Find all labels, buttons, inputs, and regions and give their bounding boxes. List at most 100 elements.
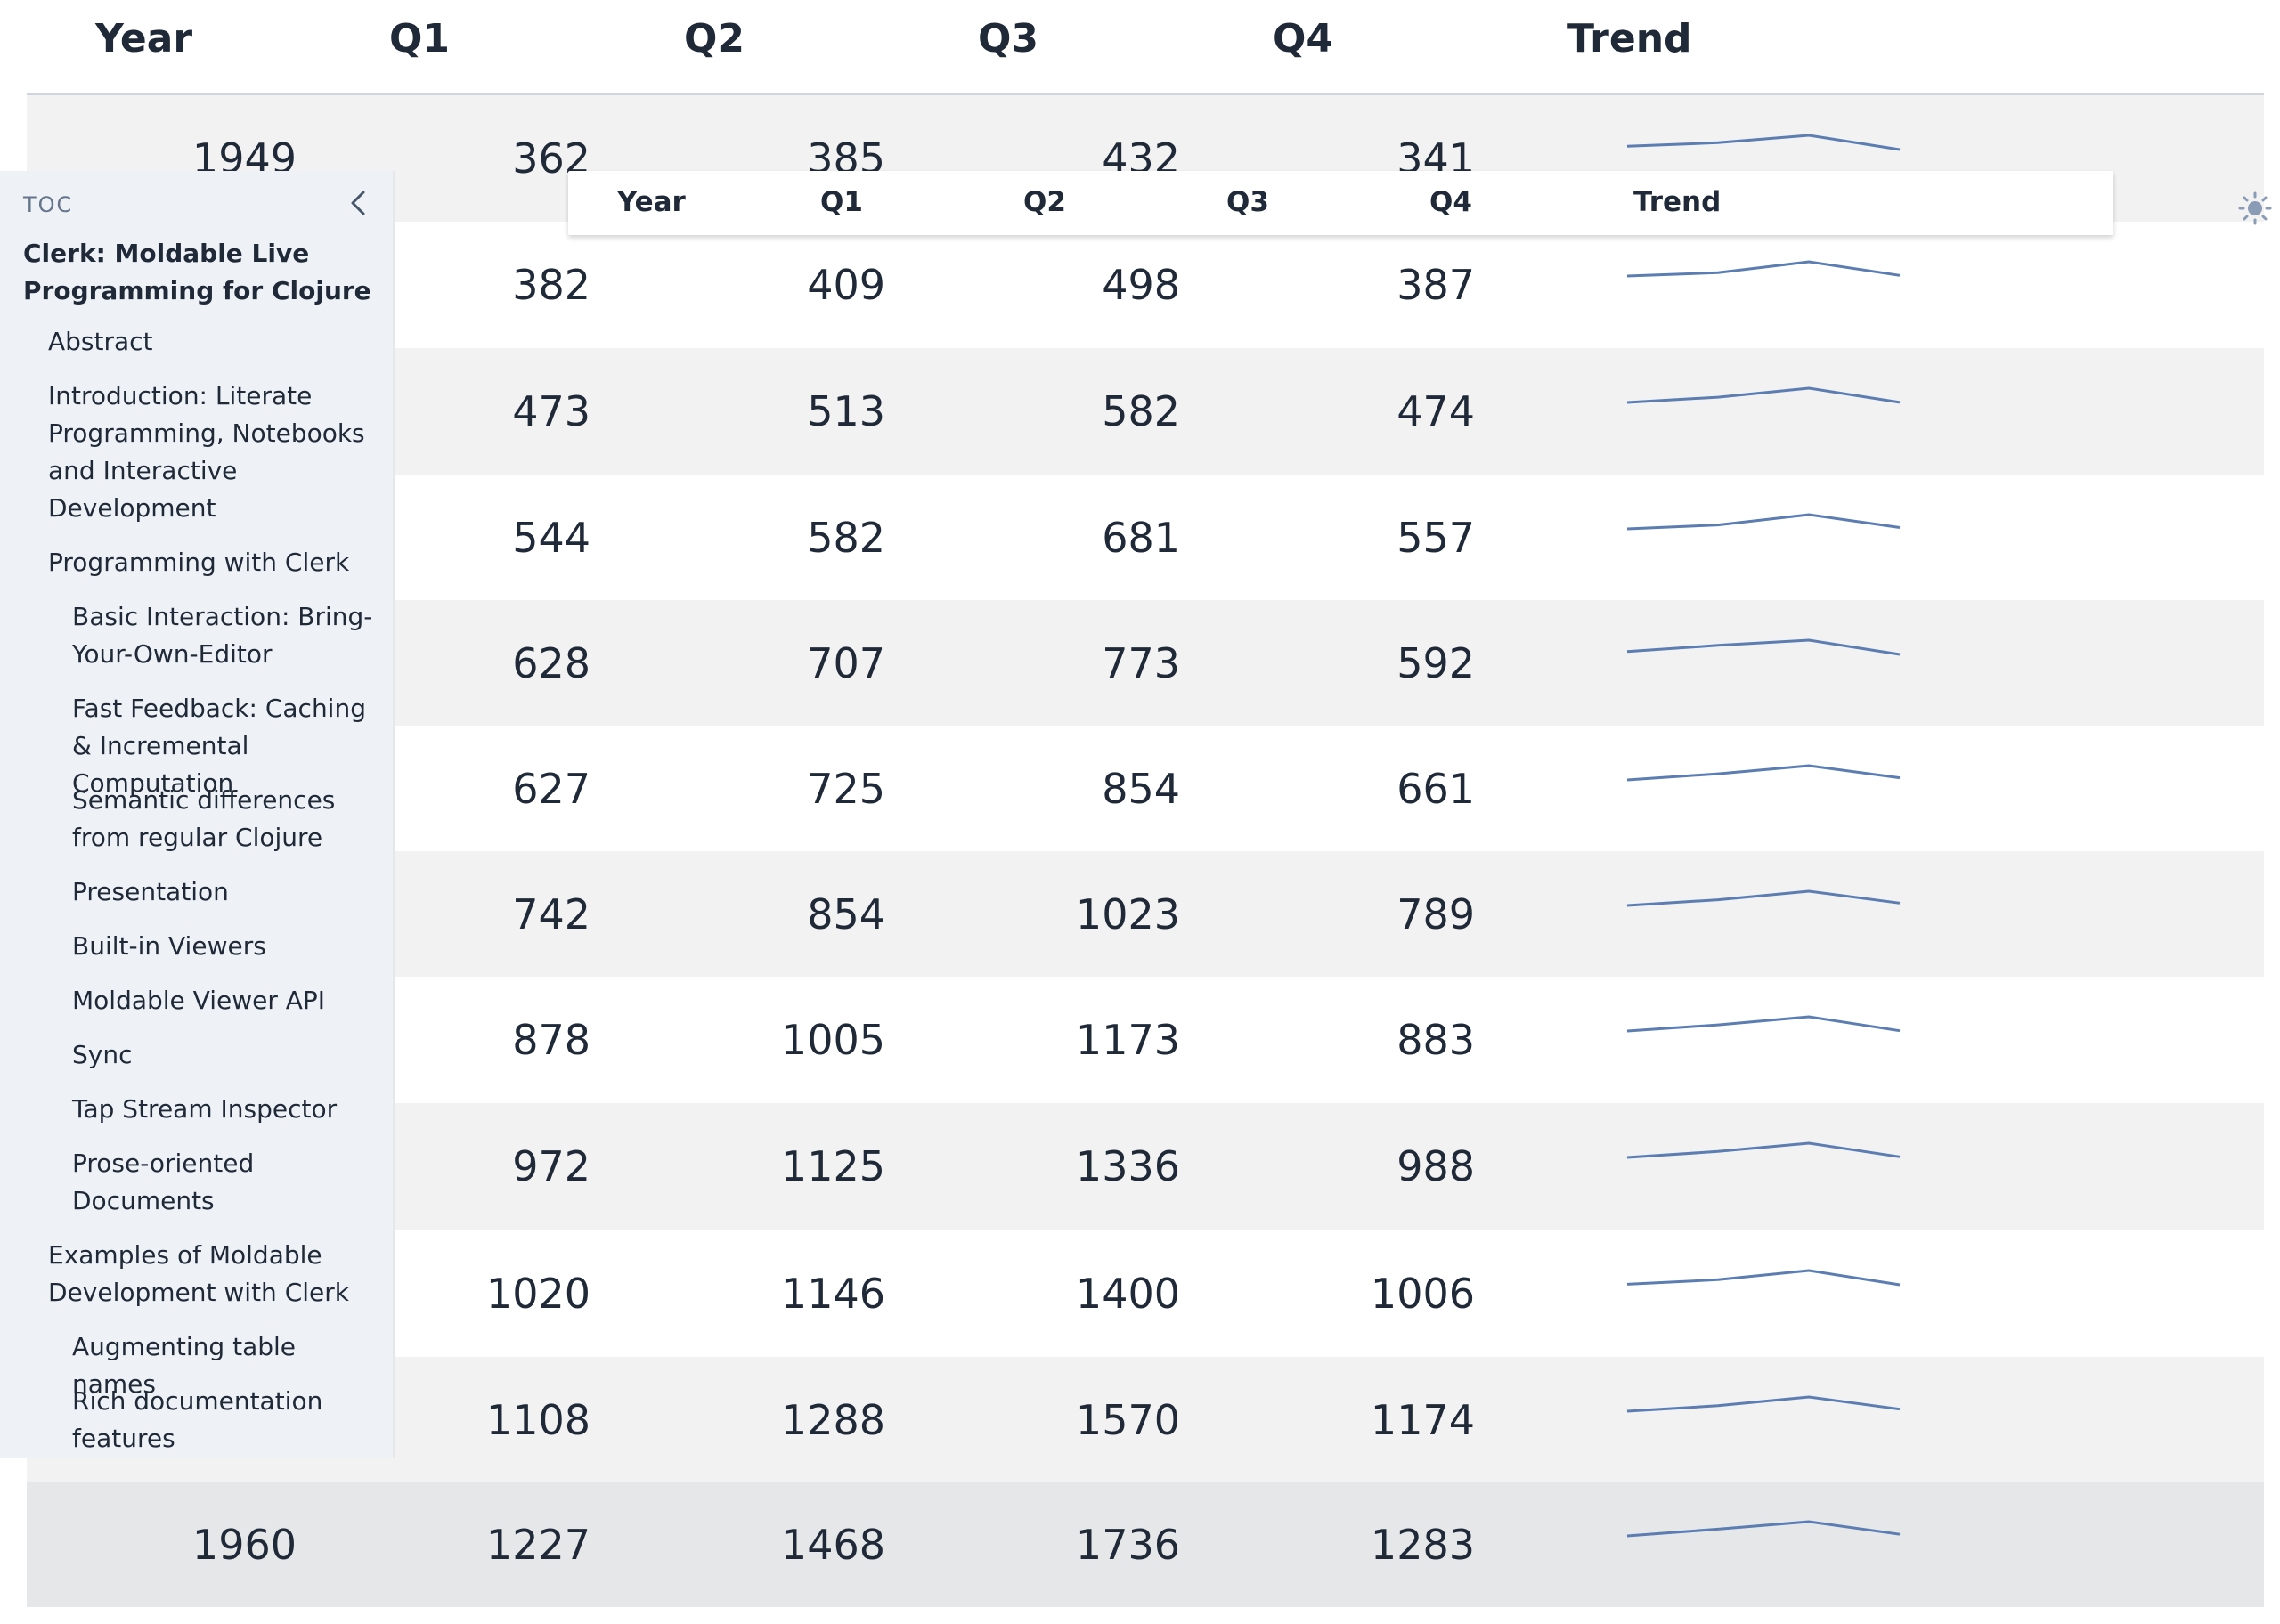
cell-q1: 544 bbox=[512, 513, 590, 562]
toc-label: TOC bbox=[23, 192, 74, 217]
column-header-q2: Q2 bbox=[684, 16, 745, 61]
cell-q4: 557 bbox=[1396, 513, 1475, 562]
cell-q4: 789 bbox=[1396, 889, 1475, 938]
trend-sparkline bbox=[1626, 386, 1901, 404]
toc-item[interactable]: Sync bbox=[72, 1040, 133, 1069]
toc-item[interactable]: Examples of Moldable Development with Cl… bbox=[48, 1240, 349, 1307]
sparkline-path bbox=[1626, 1141, 1901, 1159]
cell-q4: 1283 bbox=[1370, 1521, 1475, 1569]
cell-q1: 627 bbox=[512, 764, 590, 813]
table-row: 628 707 773 592 bbox=[27, 600, 2264, 726]
column-header-q1: Q1 bbox=[389, 16, 451, 61]
trend-sparkline bbox=[1626, 134, 1901, 151]
sticky-header-q3: Q3 bbox=[1226, 186, 1269, 218]
cell-q4: 592 bbox=[1396, 638, 1475, 687]
cell-q2: 513 bbox=[807, 387, 885, 435]
cell-q4: 474 bbox=[1396, 387, 1475, 435]
cell-q3: 1570 bbox=[1075, 1395, 1180, 1444]
table-row: 742 854 1023 789 bbox=[27, 851, 2264, 977]
sparkline-path bbox=[1626, 512, 1901, 530]
cell-q3: 582 bbox=[1102, 387, 1180, 435]
trend-sparkline bbox=[1626, 1520, 1901, 1538]
toc-item[interactable]: Presentation bbox=[72, 877, 229, 906]
trend-sparkline bbox=[1626, 1015, 1901, 1033]
cell-q3: 1023 bbox=[1075, 889, 1180, 938]
cell-q3: 1173 bbox=[1075, 1016, 1180, 1064]
trend-sparkline bbox=[1626, 763, 1901, 781]
toc-sidebar: TOC Clerk: Moldable Live Programming for… bbox=[0, 171, 395, 1458]
cell-q1: 1227 bbox=[485, 1521, 590, 1569]
chevron-left-icon[interactable] bbox=[346, 187, 372, 219]
cell-q2: 582 bbox=[807, 513, 885, 562]
trend-sparkline bbox=[1626, 889, 1901, 906]
table-header: Year Q1 Q2 Q3 Q4 Trend bbox=[0, 0, 2280, 93]
cell-q2: 1468 bbox=[780, 1521, 885, 1569]
cell-q3: 1736 bbox=[1075, 1521, 1180, 1569]
trend-sparkline bbox=[1626, 260, 1901, 278]
column-header-trend: Trend bbox=[1568, 16, 1692, 61]
cell-q2: 707 bbox=[807, 638, 885, 687]
sticky-header-q2: Q2 bbox=[1023, 186, 1066, 218]
cell-q4: 988 bbox=[1396, 1142, 1475, 1190]
sticky-header-year: Year bbox=[617, 186, 686, 218]
table-row: 1960 1227 1468 1736 1283 bbox=[27, 1482, 2264, 1607]
trend-sparkline bbox=[1626, 637, 1901, 655]
sparkline-path bbox=[1626, 134, 1901, 151]
toc-item[interactable]: Semantic differences from regular Clojur… bbox=[72, 785, 336, 852]
toc-item[interactable]: Basic Interaction: Bring-Your-Own-Editor bbox=[72, 602, 373, 669]
cell-q2: 725 bbox=[807, 764, 885, 813]
cell-q1: 1020 bbox=[485, 1269, 590, 1318]
toc-item[interactable]: Rich documentation features bbox=[72, 1386, 323, 1453]
toc-item[interactable]: Abstract bbox=[48, 327, 153, 356]
cell-q3: 498 bbox=[1102, 261, 1180, 309]
column-header-q3: Q3 bbox=[978, 16, 1039, 61]
sparkline-path bbox=[1626, 889, 1901, 906]
sticky-header-q4: Q4 bbox=[1429, 186, 1472, 218]
toc-item[interactable]: Moldable Viewer API bbox=[72, 986, 326, 1015]
sticky-header-q1: Q1 bbox=[820, 186, 863, 218]
trend-sparkline bbox=[1626, 1141, 1901, 1159]
cell-q4: 661 bbox=[1396, 764, 1475, 813]
toc-item[interactable]: Built-in Viewers bbox=[72, 931, 266, 961]
trend-sparkline bbox=[1626, 1268, 1901, 1286]
cell-q1: 1108 bbox=[485, 1395, 590, 1444]
sparkline-path bbox=[1626, 260, 1901, 278]
cell-q2: 409 bbox=[807, 261, 885, 309]
table-row: 878 1005 1173 883 bbox=[27, 977, 2264, 1103]
cell-q3: 773 bbox=[1102, 638, 1180, 687]
cell-q4: 1006 bbox=[1370, 1269, 1475, 1318]
sticky-header-trend: Trend bbox=[1633, 186, 1722, 218]
cell-q3: 1336 bbox=[1075, 1142, 1180, 1190]
header-divider bbox=[27, 93, 2264, 95]
toc-item[interactable]: Clerk: Moldable Live Programming for Clo… bbox=[23, 239, 371, 305]
table-row: 544 582 681 557 bbox=[27, 475, 2264, 600]
toc-item[interactable]: Programming with Clerk bbox=[48, 548, 350, 577]
table-row: 1108 1288 1570 1174 bbox=[27, 1357, 2264, 1482]
cell-q1: 362 bbox=[512, 134, 590, 183]
toc-item[interactable]: Prose-oriented Documents bbox=[72, 1149, 255, 1215]
cell-q1: 628 bbox=[512, 638, 590, 687]
sparkline-path bbox=[1626, 637, 1901, 655]
table-row: 473 513 582 474 bbox=[27, 348, 2264, 475]
cell-q3: 854 bbox=[1102, 764, 1180, 813]
cell-q3: 1400 bbox=[1075, 1269, 1180, 1318]
cell-q1: 878 bbox=[512, 1016, 590, 1064]
sparkline-path bbox=[1626, 386, 1901, 404]
cell-q1: 382 bbox=[512, 261, 590, 309]
toc-item[interactable]: Tap Stream Inspector bbox=[72, 1094, 338, 1124]
cell-year: 1960 bbox=[191, 1521, 297, 1569]
table-row: 1020 1146 1400 1006 bbox=[27, 1230, 2264, 1357]
toc-item[interactable]: Augmenting table names bbox=[72, 1332, 297, 1399]
sun-icon[interactable] bbox=[2237, 191, 2273, 226]
toc-item[interactable]: Introduction: Literate Programming, Note… bbox=[48, 381, 365, 523]
toc-item[interactable]: Fast Feedback: Caching & Incremental Com… bbox=[72, 694, 366, 798]
cell-q2: 1288 bbox=[780, 1395, 885, 1444]
table-row: 972 1125 1336 988 bbox=[27, 1103, 2264, 1230]
column-header-year: Year bbox=[95, 16, 193, 61]
trend-sparkline bbox=[1626, 1394, 1901, 1412]
sparkline-path bbox=[1626, 1268, 1901, 1286]
cell-q4: 387 bbox=[1396, 261, 1475, 309]
sparkline-path bbox=[1626, 763, 1901, 781]
sparkline-path bbox=[1626, 1015, 1901, 1033]
cell-q1: 742 bbox=[512, 889, 590, 938]
